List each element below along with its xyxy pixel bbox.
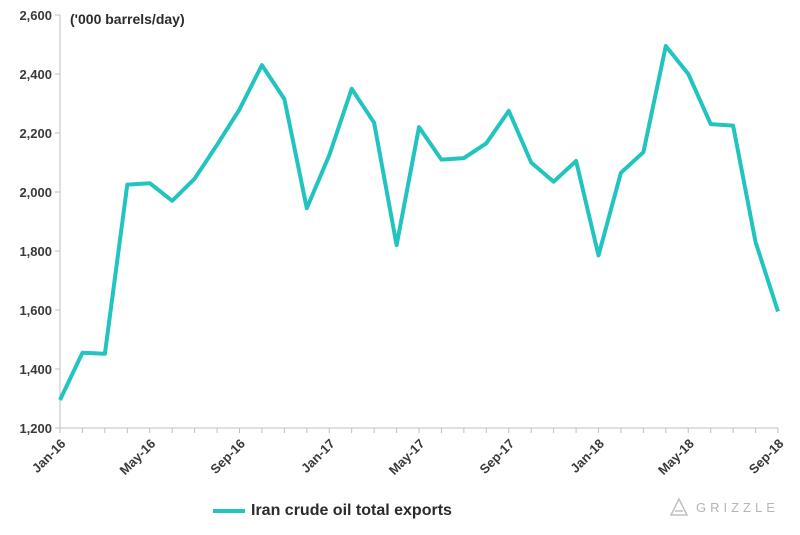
x-tick-label: Sep-18 [746, 436, 787, 477]
grizzle-logo-icon [669, 497, 689, 516]
x-tick-label: Sep-16 [207, 436, 248, 477]
series-line-iran-exports [58, 44, 780, 401]
y-tick-label: 1,400 [19, 362, 52, 377]
x-tick-label: Sep-17 [477, 436, 518, 477]
x-tick-label: May-16 [117, 436, 159, 478]
watermark-logo: GRIZZLE [668, 495, 779, 519]
legend: Iran crude oil total exports [213, 502, 452, 520]
x-tick-label: May-18 [655, 436, 697, 478]
legend-label: Iran crude oil total exports [251, 502, 452, 519]
y-tick-label: 2,000 [19, 185, 52, 200]
axes [59, 15, 778, 429]
y-tick-label: 1,600 [19, 303, 52, 318]
x-tick-label: Jan-17 [298, 436, 338, 476]
x-axis-ticks: Jan-16 May-16 Sep-16 Jan-17 May-17 Sep-17 Jan-… [29, 428, 787, 478]
y-tick-label: 1,200 [19, 421, 52, 436]
y-tick-label: 2,600 [19, 8, 52, 23]
y-axis-ticks: 1,200 1,400 1,600 1,800 2,000 2,200 2,400 2,600 [19, 8, 60, 436]
unit-label: ('000 barrels/day) [70, 11, 185, 27]
legend-swatch [213, 509, 245, 513]
x-tick-label: Jan-18 [567, 436, 607, 476]
x-tick-label: May-17 [386, 436, 428, 478]
y-tick-label: 2,400 [19, 67, 52, 82]
watermark-text: GRIZZLE [696, 499, 779, 515]
y-tick-label: 2,200 [19, 126, 52, 141]
y-tick-label: 1,800 [19, 244, 52, 259]
x-tick-label: Jan-16 [29, 436, 69, 476]
